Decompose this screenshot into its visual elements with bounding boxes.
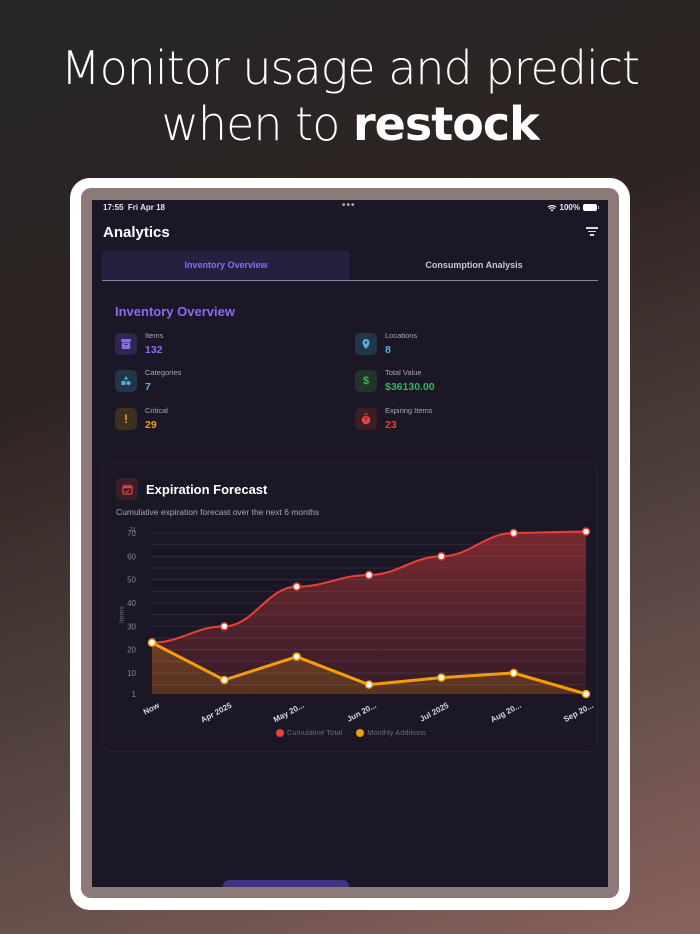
stat-total-value: $ Total Value $36130.00 [355,368,435,395]
card-subtitle: Cumulative expiration forecast over the … [116,507,320,517]
stat-value: $36130.00 [385,381,435,393]
status-time: 17:55 Fri Apr 18 [103,203,165,212]
svg-text:71: 71 [129,528,136,534]
stat-label: Critical [145,406,168,415]
legend-cumulative[interactable]: Cumulative Total [275,728,343,737]
battery-icon [583,204,599,211]
stat-items: Items 132 [115,331,163,358]
expiration-forecast-card: Expiration Forecast Cumulative expiratio… [102,462,598,752]
stat-label: Locations [385,331,418,340]
app-screen: 17:55 Fri Apr 18 ••• 100% Analytics Inve… [92,200,608,887]
svg-text:Jun 20...: Jun 20... [345,701,377,724]
legend-monthly[interactable]: Monthly Additions [356,728,426,737]
exclamation-icon: ! [115,408,137,430]
svg-text:70: 70 [127,529,136,538]
legend-dot-icon [356,728,365,737]
filter-icon[interactable] [586,227,598,237]
headline-bold: restock [352,97,540,151]
legend-label: Cumulative Total [286,728,343,737]
stat-critical: ! Critical 29 [115,406,168,433]
stat-value: 132 [145,344,163,356]
battery-percent: 100% [559,203,580,212]
svg-text:Jul 2025: Jul 2025 [418,701,451,724]
marketing-headline: Monitor usage and predict when to restoc… [0,40,700,152]
stat-categories: Categories 7 [115,368,181,395]
shapes-icon [115,370,137,392]
svg-text:10: 10 [127,669,136,678]
svg-text:60: 60 [127,552,136,561]
card-title: Expiration Forecast [146,482,268,497]
map-pin-icon [355,333,377,355]
stat-value: 8 [385,344,391,356]
legend-dot-icon [275,728,284,737]
stat-expiring-items: Expiring Items 23 [355,406,433,433]
stat-value: 29 [145,419,157,431]
dollar-icon: $ [355,370,377,392]
svg-text:Now: Now [142,700,162,716]
status-right: 100% [547,203,599,212]
calendar-icon [116,478,138,500]
page-title: Analytics [103,224,170,241]
stat-value: 7 [145,381,151,393]
stat-label: Categories [145,368,182,377]
archive-box-icon [115,333,137,355]
headline-line-2: when to restock [0,96,700,152]
headline-line-1: Monitor usage and predict [60,41,640,95]
svg-text:Items: Items [119,606,126,624]
svg-text:1: 1 [132,690,137,699]
stat-locations: Locations 8 [355,331,417,358]
stat-label: Items [145,331,164,340]
svg-text:May 20...: May 20... [272,701,306,725]
timer-icon [355,408,377,430]
svg-text:Apr 2025: Apr 2025 [199,701,234,725]
wifi-icon [547,204,556,211]
stat-value: 23 [385,419,397,431]
bottom-tab-indicator[interactable] [223,880,349,887]
svg-text:Sep 20...: Sep 20... [562,701,595,724]
time-text: 17:55 [103,203,124,212]
status-bar: 17:55 Fri Apr 18 ••• 100% [92,200,608,216]
tab-inventory-overview[interactable]: Inventory Overview [102,250,350,280]
tab-bar: Inventory Overview Consumption Analysis [102,250,598,281]
multitasking-dots[interactable]: ••• [342,200,356,211]
headline-prefix: when to [161,97,353,151]
stat-label: Expiring Items [385,406,433,415]
tab-consumption-analysis[interactable]: Consumption Analysis [425,260,523,270]
legend-label: Monthly Additions [367,728,427,737]
svg-text:Aug 20...: Aug 20... [489,701,523,725]
svg-text:30: 30 [127,622,136,631]
svg-text:20: 20 [127,646,136,655]
stat-label: Total Value [385,368,422,377]
svg-text:40: 40 [127,599,136,608]
section-title: Inventory Overview [115,304,235,319]
chart-legend: Cumulative Total Monthly Additions [103,728,599,737]
date-text: Fri Apr 18 [127,203,165,212]
svg-text:50: 50 [127,576,136,585]
